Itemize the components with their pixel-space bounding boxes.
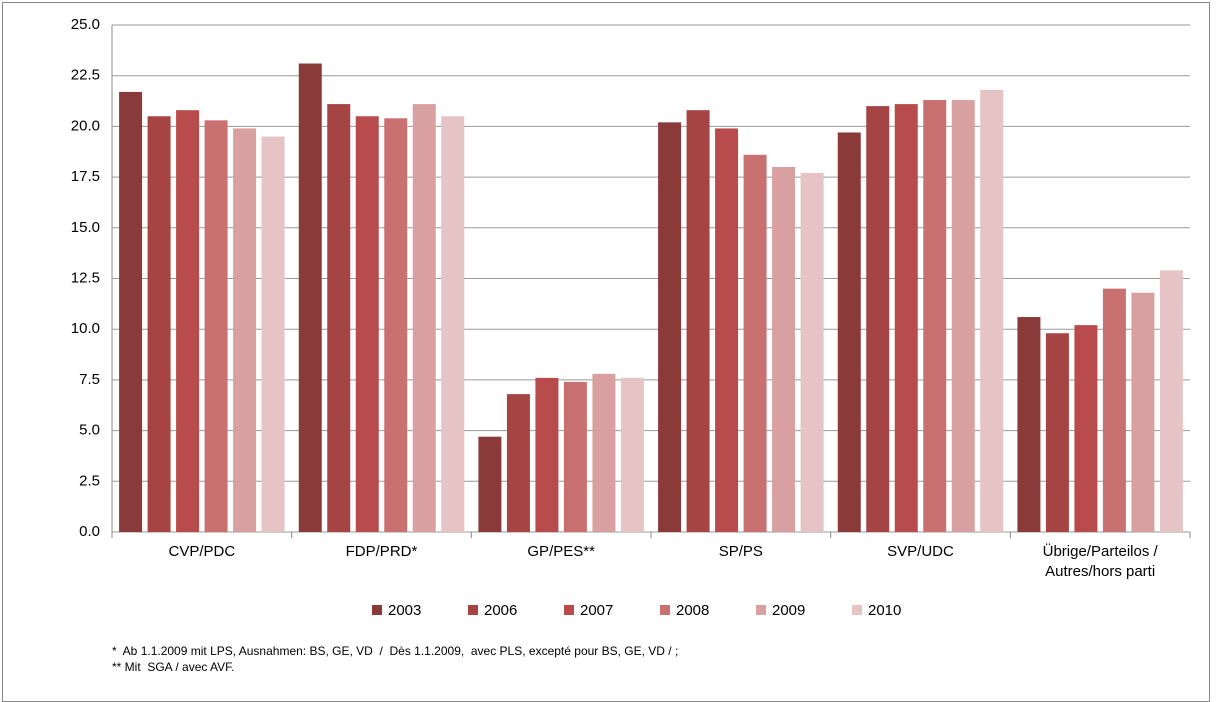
bar bbox=[119, 91, 143, 532]
legend-label: 2003 bbox=[388, 602, 421, 619]
legend-label: 2010 bbox=[868, 602, 901, 619]
y-tick-label: 17.5 bbox=[71, 168, 100, 185]
bar bbox=[1074, 325, 1098, 532]
legend-label: 2008 bbox=[676, 602, 709, 619]
bar bbox=[980, 89, 1004, 533]
x-tick-label: CVP/PDC bbox=[168, 543, 236, 560]
x-tick-label: FDP/PRD* bbox=[345, 543, 418, 560]
y-tick-label: 7.5 bbox=[79, 371, 100, 388]
bar bbox=[923, 100, 947, 532]
bar bbox=[715, 128, 739, 533]
bar bbox=[441, 116, 465, 532]
bar bbox=[147, 116, 171, 532]
bar bbox=[772, 166, 796, 532]
bar bbox=[1159, 270, 1183, 532]
legend-swatch bbox=[756, 605, 766, 615]
bar bbox=[1131, 292, 1155, 532]
x-tick-label: SP/PS bbox=[718, 543, 763, 560]
y-tick-label: 12.5 bbox=[71, 269, 100, 286]
x-tick-label: GP/PES** bbox=[527, 543, 595, 560]
bar bbox=[261, 136, 285, 533]
bar bbox=[204, 120, 228, 532]
legend-swatch bbox=[660, 605, 670, 615]
y-tick-label: 0.0 bbox=[79, 523, 100, 540]
bar bbox=[866, 106, 890, 533]
legend-swatch bbox=[852, 605, 862, 615]
bar bbox=[1102, 288, 1126, 532]
bar bbox=[298, 63, 322, 532]
legend-swatch bbox=[564, 605, 574, 615]
bar bbox=[743, 154, 767, 533]
bar bbox=[478, 436, 502, 532]
y-tick-label: 2.5 bbox=[79, 472, 100, 489]
bar bbox=[233, 128, 257, 533]
legend-label: 2007 bbox=[580, 602, 613, 619]
bar bbox=[592, 373, 616, 532]
bar bbox=[837, 132, 861, 532]
bar bbox=[620, 377, 644, 532]
bar bbox=[355, 116, 379, 532]
bar bbox=[800, 173, 824, 532]
footnote: ** Mit SGA / avec AVF. bbox=[112, 660, 235, 674]
legend-label: 2006 bbox=[484, 602, 517, 619]
bar bbox=[176, 110, 200, 533]
chart: 0.0 2.5 5.0 7.5 10.0 12.5 15.0 17.5 20.0 22.5 25.0… bbox=[71, 16, 1191, 619]
legend-swatch bbox=[372, 605, 382, 615]
legend-label: 2009 bbox=[772, 602, 805, 619]
bar bbox=[535, 377, 559, 532]
y-tick-label: 22.5 bbox=[71, 67, 100, 84]
legend-swatch bbox=[468, 605, 478, 615]
bar bbox=[1017, 317, 1041, 532]
y-tick-label: 20.0 bbox=[71, 117, 100, 134]
bar bbox=[658, 122, 682, 533]
x-tick-label: Übrige/Parteilos / Autres/hors parti bbox=[1042, 543, 1158, 580]
bar bbox=[894, 104, 918, 532]
y-tick-label: 25.0 bbox=[71, 16, 100, 33]
footnote: * Ab 1.1.2009 mit LPS, Ausnahmen: BS, GE… bbox=[112, 644, 679, 658]
y-tick-label: 15.0 bbox=[71, 219, 100, 236]
bar bbox=[506, 394, 530, 532]
bar bbox=[951, 100, 975, 532]
bar bbox=[563, 381, 587, 532]
x-tick-label: SVP/UDC bbox=[887, 543, 954, 560]
bar bbox=[412, 104, 436, 532]
bar bbox=[384, 118, 408, 533]
bar bbox=[1045, 333, 1069, 532]
y-tick-label: 10.0 bbox=[71, 320, 100, 337]
y-tick-label: 5.0 bbox=[79, 422, 100, 439]
bar bbox=[327, 104, 351, 532]
bar bbox=[686, 110, 710, 533]
